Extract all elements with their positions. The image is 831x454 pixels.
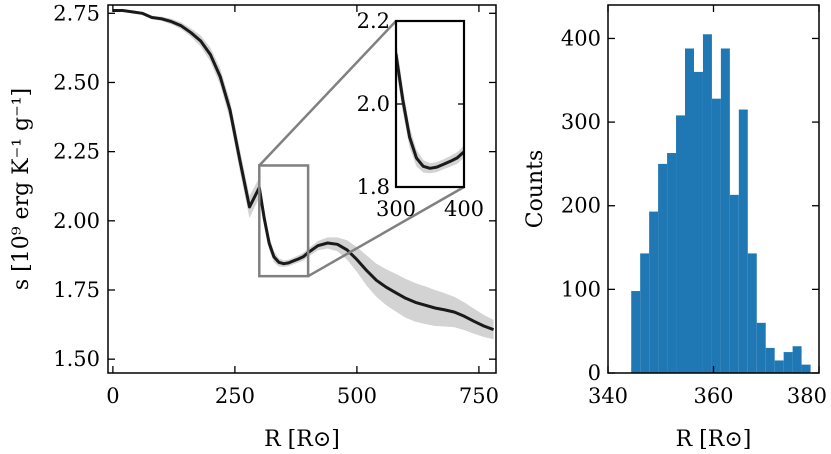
inset-x-tick-label: 400	[444, 197, 484, 221]
x-tick-label: 0	[106, 384, 119, 408]
histogram-bar	[747, 253, 757, 373]
hist-x-tick-label: 340	[588, 384, 628, 408]
histogram-bar	[702, 34, 712, 373]
inset-series-line	[396, 52, 464, 170]
entropy-curve	[112, 9, 495, 332]
x-tick-label: 750	[459, 384, 499, 408]
zoom-box	[258, 20, 465, 278]
histogram-plot: 340 360 380 0 100 200 300 400 R [R⊙] Counts	[523, 4, 827, 452]
x-tick-label: 500	[337, 384, 377, 408]
inset-x-tick-label: 300	[376, 197, 416, 221]
hist-y-tick-label: 400	[561, 26, 601, 50]
histogram-bar	[658, 163, 668, 373]
histogram-bar	[631, 291, 641, 373]
hist-x-tick-label: 380	[787, 384, 827, 408]
inset-y-tick-label: 2.0	[357, 92, 390, 116]
zoom-connector-upper	[258, 20, 397, 167]
histogram-bar	[640, 253, 650, 373]
zoom-rectangle	[258, 164, 310, 278]
main-frame	[107, 4, 497, 374]
histogram-bar	[792, 346, 802, 373]
histogram-y-axis-label: Counts	[523, 150, 548, 229]
inset-y-tick-label: 1.8	[357, 175, 390, 199]
x-tick-label: 250	[215, 384, 255, 408]
y-tick-label: 2.75	[53, 1, 100, 25]
hist-y-tick-label: 300	[561, 110, 601, 134]
histogram-bar	[649, 211, 659, 373]
y-tick-label: 1.75	[53, 278, 100, 302]
histogram-bar	[685, 48, 694, 374]
inset-content	[396, 21, 464, 187]
histogram-bar	[801, 364, 811, 373]
uncertainty-band	[112, 9, 494, 340]
band-area	[112, 9, 494, 340]
histogram-bar	[720, 48, 730, 374]
histogram-bar	[693, 71, 703, 373]
histogram-bar	[711, 98, 721, 373]
hist-y-tick-label: 0	[588, 361, 601, 385]
inset-band-area	[396, 39, 464, 174]
main-x-axis-label: R [R⊙]	[264, 427, 340, 452]
inset-clip-group	[396, 39, 464, 174]
histogram-bar	[774, 360, 784, 373]
hist-x-tick-label: 360	[693, 384, 733, 408]
main-axes	[107, 4, 497, 374]
histogram-ticks: 340 360 380 0 100 200 300 400	[561, 5, 827, 408]
y-tick-label: 2.50	[53, 70, 100, 94]
histogram-x-axis-label: R [R⊙]	[676, 427, 752, 452]
main-ticks: 0 250 500 750 1.50 1.75 2.00 2.25 2.50 2.75	[53, 1, 499, 408]
hist-y-tick-label: 200	[561, 194, 601, 218]
histogram-bar	[676, 115, 686, 374]
histogram-bar	[783, 352, 793, 373]
inset-y-tick-label: 2.2	[357, 9, 390, 33]
inset-plot: 300 400 1.8 2.0 2.2	[357, 9, 484, 221]
histogram-bars	[631, 34, 811, 374]
main-y-axis-label: s [10⁹ erg K⁻¹ g⁻¹]	[9, 88, 34, 290]
histogram-bar	[756, 322, 766, 373]
hist-y-tick-label: 100	[561, 277, 601, 301]
inset-ticks: 300 400 1.8 2.0 2.2	[357, 9, 484, 221]
y-tick-label: 1.50	[53, 347, 100, 371]
y-tick-label: 2.00	[53, 209, 100, 233]
series-line	[112, 9, 495, 332]
histogram-bar	[667, 153, 677, 373]
zoom-connector-lower	[307, 185, 465, 278]
y-tick-label: 2.25	[53, 140, 100, 164]
histogram-bar	[765, 347, 775, 373]
histogram-bar	[738, 109, 748, 373]
entropy-profile-plot: 0 250 500 750 1.50 1.75 2.00 2.25 2.50 2.75 R [R⊙…	[9, 1, 499, 452]
histogram-bar	[729, 194, 739, 373]
